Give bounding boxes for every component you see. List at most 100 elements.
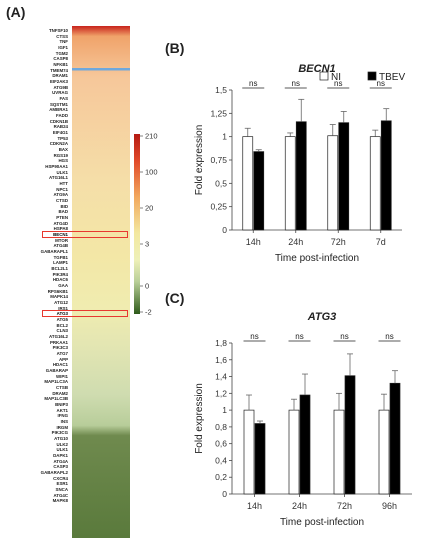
significance-label: ns — [249, 79, 257, 88]
scale-tick-label: 3 — [145, 240, 149, 249]
y-tick-label: 1,5 — [215, 85, 227, 95]
legend-swatch-ni — [319, 71, 329, 81]
panel-label-c: (C) — [165, 290, 185, 306]
gene-label: LAMP1 — [53, 260, 68, 266]
gene-label: BCL2 — [56, 322, 68, 328]
significance-label: ns — [334, 79, 342, 88]
gene-label: ATG16L2 — [49, 334, 68, 339]
gene-label: NFKB1 — [53, 62, 68, 67]
gene-label: ESR1 — [56, 481, 68, 487]
x-tick-label: 24h — [288, 237, 303, 247]
gene-label: EIF4G1 — [52, 130, 68, 135]
gene-label: ATG12 — [54, 300, 68, 305]
scale-tick-label: 20 — [145, 204, 153, 213]
gene-label: WIPI1 — [56, 373, 68, 379]
legend-swatch-tbev — [367, 71, 377, 81]
gene-label: DRAM2 — [52, 390, 68, 396]
gene-label: NPC1 — [56, 186, 68, 192]
significance-label: ns — [340, 332, 348, 341]
gene-label: HDAC6 — [52, 277, 68, 283]
gene-label: CASP8 — [53, 56, 68, 62]
gene-label: FAS — [59, 96, 68, 101]
gene-label: PRKAA1 — [49, 339, 68, 345]
gene-label: HTT — [59, 181, 68, 186]
gene-label: CTSB — [56, 385, 68, 390]
gene-label: ATG7 — [56, 351, 68, 356]
gene-label: BAX — [58, 147, 68, 152]
gene-label: CLN3 — [56, 328, 68, 334]
y-tick-label: 0,25 — [210, 202, 227, 212]
gene-label: PIK3R4 — [52, 271, 68, 277]
gene-label: BECN1 — [53, 232, 68, 237]
bar-tbev — [380, 120, 392, 231]
significance-label: ns — [295, 332, 303, 341]
x-tick-label: 14h — [246, 237, 261, 247]
significance-label: ns — [292, 79, 300, 88]
gene-label: IRGM — [56, 424, 68, 430]
gene-label: RAB24 — [53, 124, 68, 130]
gene-label: GABARAPL1 — [40, 249, 68, 254]
gene-label: GABARAPL2 — [40, 470, 68, 475]
gene-label: GAA — [58, 283, 68, 288]
gene-label: APP — [58, 356, 68, 362]
gene-label: MAP1LC3B — [44, 396, 68, 402]
gene-label: SQSTM1 — [49, 101, 68, 107]
x-tick-label: 72h — [337, 501, 352, 511]
bar-ni — [327, 135, 339, 231]
gene-label: PIK3C3 — [52, 345, 68, 351]
y-tick-label: 1 — [222, 132, 227, 142]
divider-line — [72, 68, 130, 71]
bar-ni — [288, 409, 300, 495]
significance-label: ns — [377, 79, 385, 88]
bar-tbev — [338, 122, 350, 231]
gene-label: EIF2AK3 — [49, 79, 68, 84]
x-tick-label: 14h — [247, 501, 262, 511]
y-tick-label: 1,25 — [210, 108, 227, 118]
bar-tbev — [344, 375, 356, 495]
gene-label: ULK1 — [56, 169, 68, 175]
significance-label: ns — [250, 332, 258, 341]
legend-label-ni: NI — [331, 72, 341, 83]
gene-label: IFNG — [57, 413, 69, 419]
x-tick-label: 7d — [376, 237, 386, 247]
y-axis-label: Fold expression — [194, 383, 205, 454]
gene-label: BNIP3 — [55, 402, 68, 407]
gene-label: BID — [60, 203, 68, 209]
y-tick-label: 0,6 — [215, 439, 227, 449]
gene-label: AMBRA1 — [49, 107, 68, 113]
gene-label: DAPK1 — [53, 453, 68, 458]
scale-tick-label: -2 — [145, 308, 152, 317]
chart-title: ATG3 — [307, 311, 337, 323]
y-tick-label: 0,8 — [215, 422, 227, 432]
color-scale: 210 100 20 3 0 -2 — [134, 132, 158, 317]
gene-label: IGF1 — [58, 45, 68, 50]
gene-label: TGM2 — [55, 50, 68, 56]
gene-label: HSP90AA1 — [45, 164, 68, 169]
bar-ni — [333, 409, 345, 495]
bar-ni — [243, 409, 255, 495]
gene-label: ATG4C — [53, 492, 68, 498]
gene-label: MTOR — [55, 237, 68, 243]
gene-label: ATG4A — [53, 458, 68, 464]
legend-label-tbev: TBEV — [379, 72, 405, 83]
scale-tick-label: 0 — [145, 282, 149, 291]
y-tick-label: 1,6 — [215, 355, 227, 365]
bar-tbev — [295, 121, 307, 231]
highlight-box-atg3 — [42, 310, 128, 318]
gene-label: CTSD — [56, 198, 68, 203]
gene-label: PIK3CG — [51, 430, 68, 436]
gene-label: HDAC1 — [52, 362, 68, 368]
bar-ni — [378, 409, 390, 495]
x-tick-label: 96h — [382, 501, 397, 511]
gene-label: TNF — [59, 39, 68, 45]
y-axis-label: Fold expression — [194, 125, 205, 196]
gene-label: CDKN2A — [49, 141, 68, 147]
gene-label: CDKN1B — [49, 118, 68, 124]
gene-label: CTSS — [56, 33, 68, 39]
gene-label-list: TNFSF10 CTSS TNF IGF1 TGM2 CASP8 NFKB1 TMEM74 DR… — [0, 26, 68, 538]
gene-label: TMEM74 — [50, 67, 68, 73]
gene-label: AKT1 — [56, 407, 68, 413]
gene-label: TNFSF10 — [48, 28, 68, 33]
panel-label-a: (A) — [6, 4, 26, 20]
